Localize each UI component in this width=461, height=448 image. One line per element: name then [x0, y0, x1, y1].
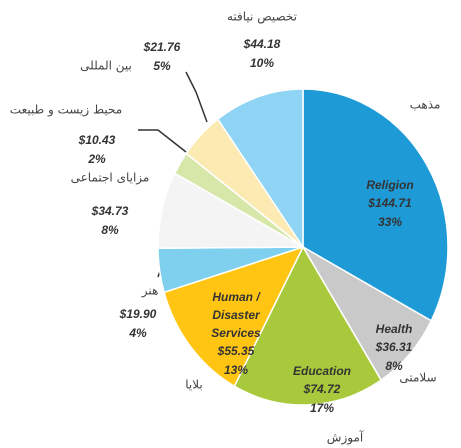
- value-label: $19.90: [119, 307, 157, 321]
- slice-name: مذهب: [410, 98, 441, 112]
- percent-label: 4%: [128, 326, 147, 340]
- leader-line: [185, 71, 208, 123]
- slice-name: مزایای اجتماعی: [71, 171, 150, 186]
- slice-label: Health: [376, 322, 413, 336]
- value-label: $55.35: [217, 344, 255, 358]
- pie: [157, 88, 449, 406]
- value-label: $34.73: [91, 204, 129, 218]
- slice-label: Services: [211, 326, 261, 340]
- leader-line: [138, 129, 187, 153]
- value-label: $21.76: [143, 40, 181, 54]
- slice-label: Human /: [212, 290, 261, 304]
- slice-name: بلایا: [185, 378, 203, 392]
- value-label: $74.72: [303, 382, 341, 396]
- slice-name: هنر: [141, 284, 159, 299]
- slice-label: Disaster: [212, 308, 261, 322]
- value-label: $44.18: [243, 37, 281, 51]
- pie-slice: [233, 245, 383, 406]
- percent-label: 8%: [101, 223, 119, 237]
- percent-label: 2%: [87, 152, 106, 166]
- slice-label: Education: [293, 364, 351, 378]
- percent-label: 33%: [378, 215, 402, 229]
- percent-label: 17%: [310, 401, 334, 415]
- percent-label: 13%: [224, 363, 248, 377]
- pie-slice: [302, 88, 449, 322]
- value-label: $10.43: [78, 133, 116, 147]
- percent-label: 8%: [385, 359, 403, 373]
- slice-name: محیط زیست و طبیعت: [10, 103, 122, 118]
- slice-name: سلامتی: [399, 371, 436, 385]
- percent-label: 5%: [153, 59, 171, 73]
- value-label: $144.71: [367, 196, 412, 210]
- slice-name: تخصیص نیافته: [227, 10, 297, 25]
- pie-slice: [216, 88, 304, 250]
- value-label: $36.31: [375, 340, 413, 354]
- pie-slice: [163, 245, 305, 388]
- slice-label: Religion: [366, 178, 413, 192]
- slice-name: آموزش: [327, 430, 364, 446]
- percent-label: 10%: [250, 56, 274, 70]
- slice-name: بین المللی: [80, 59, 132, 74]
